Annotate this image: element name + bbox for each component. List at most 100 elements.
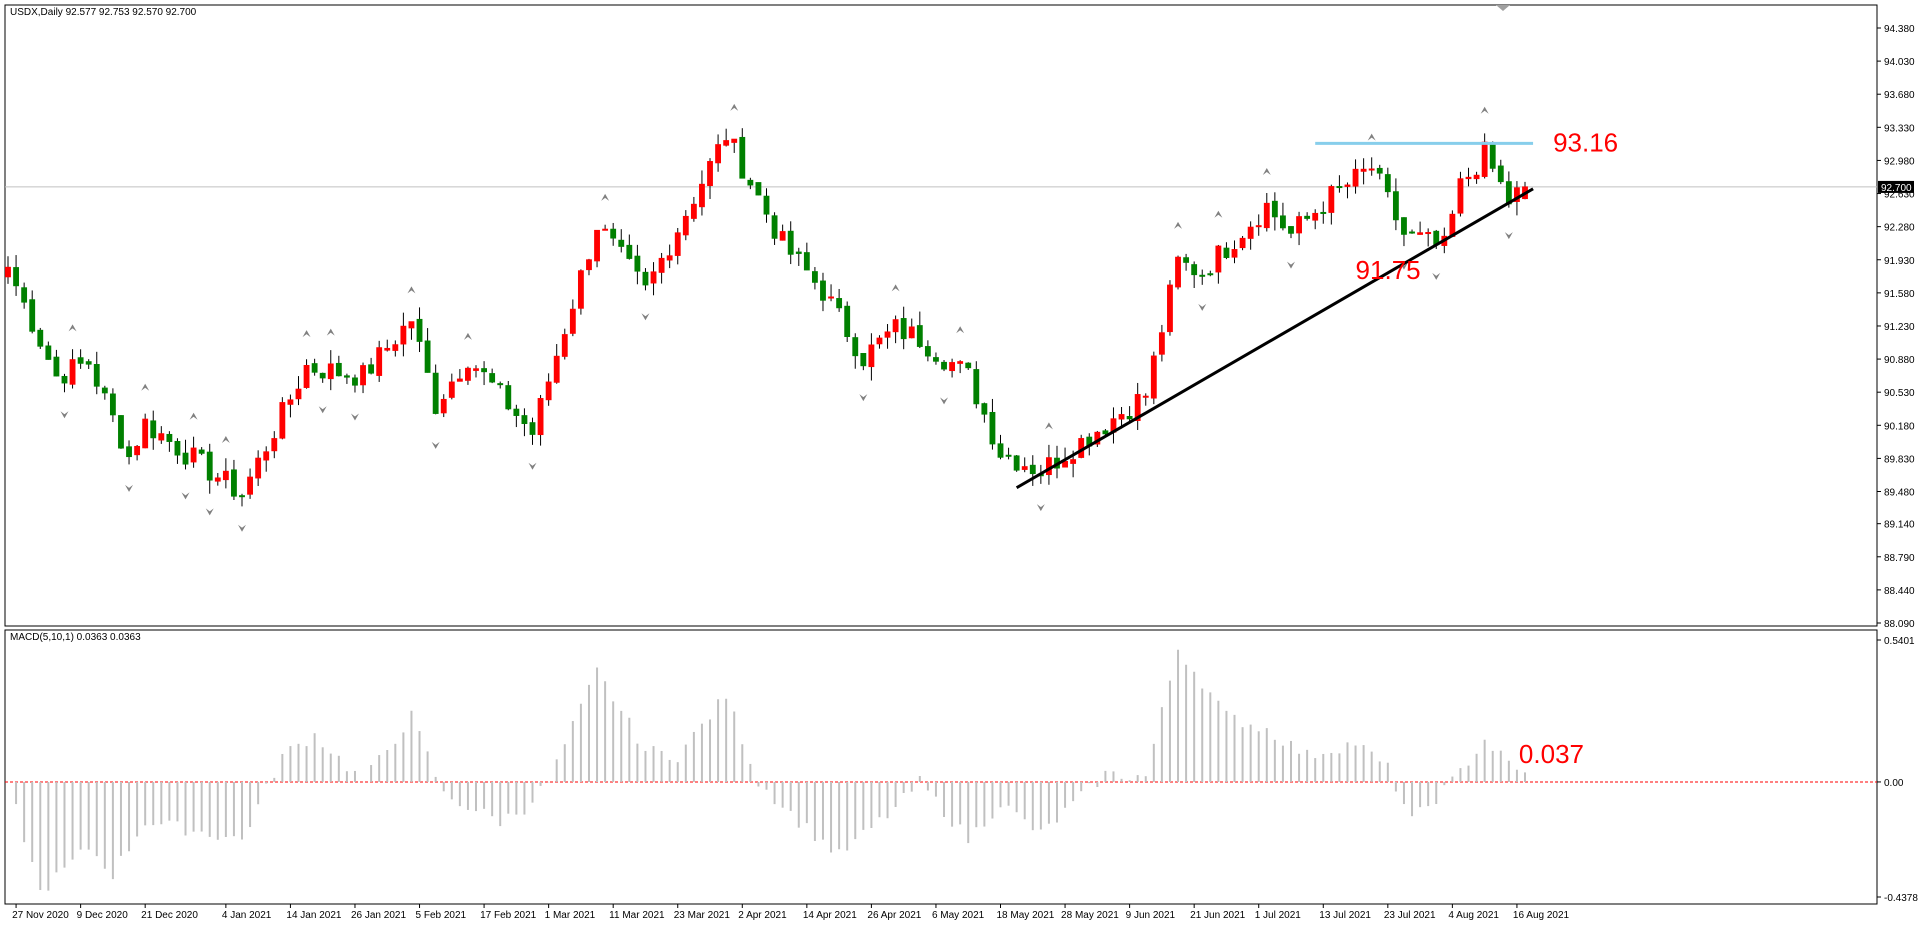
candle-body bbox=[303, 364, 310, 388]
time-axis-label: 4 Jan 2021 bbox=[222, 910, 272, 921]
time-axis-label: 27 Nov 2020 bbox=[12, 910, 69, 921]
candle-body bbox=[497, 383, 504, 386]
price-axis-label: 92.630 bbox=[1884, 190, 1915, 201]
candle-body bbox=[360, 365, 366, 386]
candle-body bbox=[247, 476, 253, 495]
candle-body bbox=[577, 270, 584, 309]
support-trendline[interactable] bbox=[1015, 187, 1534, 490]
fractal-down-icon bbox=[125, 484, 134, 492]
candle-body bbox=[1344, 184, 1351, 187]
candle-body bbox=[384, 347, 391, 351]
candle-body bbox=[626, 244, 633, 259]
price-axis-label: 90.880 bbox=[1884, 355, 1915, 366]
price-axis-label: 91.580 bbox=[1884, 289, 1915, 300]
candle-body bbox=[997, 443, 1004, 458]
candle-body bbox=[489, 373, 496, 383]
candle-body bbox=[811, 271, 818, 283]
candle-body bbox=[1070, 459, 1077, 464]
candle-body bbox=[699, 183, 705, 208]
fractal-up-icon bbox=[1480, 106, 1489, 114]
candle-body bbox=[1005, 454, 1012, 457]
candle-body bbox=[658, 257, 665, 273]
fractal-down-icon bbox=[205, 508, 214, 516]
time-axis-label: 5 Feb 2021 bbox=[416, 910, 467, 921]
candle-body bbox=[271, 438, 278, 452]
macd-annotation: 0.037 bbox=[1519, 739, 1584, 769]
candle-body bbox=[844, 305, 851, 337]
candle-body bbox=[440, 398, 447, 414]
fractal-down-icon bbox=[940, 397, 949, 405]
candle-body bbox=[747, 179, 754, 186]
candle-body bbox=[1045, 457, 1052, 476]
fractal-down-icon bbox=[431, 441, 440, 449]
price-axis-label: 92.980 bbox=[1884, 156, 1915, 167]
candle-body bbox=[1368, 168, 1375, 171]
macd-pane[interactable] bbox=[4, 629, 1878, 905]
shift-marker-icon[interactable] bbox=[1496, 5, 1510, 11]
candle-body bbox=[182, 452, 189, 465]
candle-body bbox=[1457, 178, 1464, 214]
candle-body bbox=[1118, 414, 1125, 420]
price-axis-label: 88.090 bbox=[1884, 619, 1915, 630]
candle-body bbox=[214, 477, 221, 482]
candle-body bbox=[820, 280, 826, 301]
macd-axis-label: -0.4378 bbox=[1884, 893, 1918, 904]
fractal-up-icon bbox=[1367, 133, 1376, 141]
macd-header: MACD(5,10,1) 0.0363 0.0363 bbox=[10, 632, 141, 643]
fractal-up-icon bbox=[1174, 221, 1183, 229]
time-axis: 27 Nov 2020 9 Dec 2020 21 Dec 2020 4 Jan 20… bbox=[12, 904, 1570, 921]
candle-body bbox=[134, 445, 141, 456]
time-axis-label: 21 Jun 2021 bbox=[1190, 910, 1245, 921]
fractal-down-icon bbox=[238, 524, 247, 532]
candle-body bbox=[723, 140, 730, 146]
candle-body bbox=[795, 251, 802, 254]
candle-body bbox=[1021, 466, 1028, 470]
price-pane[interactable] bbox=[4, 4, 1878, 627]
fractals bbox=[60, 103, 1513, 532]
candle-body bbox=[1376, 167, 1383, 174]
candle-body bbox=[553, 355, 560, 383]
price-axis-label: 94.380 bbox=[1884, 24, 1915, 35]
price-axis-label: 93.680 bbox=[1884, 90, 1915, 101]
price-axis-label: 91.930 bbox=[1884, 256, 1915, 267]
current-price-tag-bg bbox=[1878, 180, 1914, 193]
price-axis-label: 94.030 bbox=[1884, 57, 1915, 68]
price-axis-label: 93.330 bbox=[1884, 123, 1915, 134]
candle-body bbox=[255, 457, 262, 479]
candle-body bbox=[1231, 249, 1238, 258]
time-axis-label: 4 Aug 2021 bbox=[1448, 910, 1499, 921]
candle-body bbox=[1417, 232, 1424, 235]
candle-body bbox=[1255, 225, 1262, 228]
candle-body bbox=[448, 381, 455, 398]
candle-body bbox=[456, 378, 463, 382]
candle-body bbox=[368, 364, 375, 374]
fractal-down-icon bbox=[641, 313, 650, 321]
candle-body bbox=[335, 362, 342, 377]
candle-body bbox=[1336, 186, 1343, 189]
fractal-down-icon bbox=[859, 394, 868, 402]
candle-body bbox=[965, 362, 972, 369]
macd-axis-label: 0.5401 bbox=[1884, 636, 1915, 647]
candle-body bbox=[1062, 460, 1068, 468]
candle-body bbox=[634, 255, 641, 272]
time-axis-label: 16 Aug 2021 bbox=[1513, 910, 1570, 921]
candle-body bbox=[1320, 211, 1327, 214]
time-axis-label: 11 Mar 2021 bbox=[609, 910, 665, 921]
candle-body bbox=[594, 229, 600, 262]
candle-body bbox=[1191, 264, 1198, 276]
candle-body bbox=[1134, 394, 1141, 421]
candle-body bbox=[481, 368, 488, 373]
candle-body bbox=[77, 357, 84, 364]
fractal-up-icon bbox=[956, 326, 965, 334]
candle-body bbox=[101, 387, 108, 394]
candle-body bbox=[126, 446, 132, 458]
candle-body bbox=[529, 422, 536, 435]
candle-body bbox=[1352, 168, 1359, 187]
price-axis-label: 91.230 bbox=[1884, 322, 1915, 333]
fractal-down-icon bbox=[181, 492, 190, 500]
candle-body bbox=[295, 388, 302, 400]
candle-body bbox=[1497, 165, 1504, 183]
candle-body bbox=[1223, 247, 1230, 258]
candle-body bbox=[521, 415, 528, 425]
candle-body bbox=[1239, 237, 1246, 249]
